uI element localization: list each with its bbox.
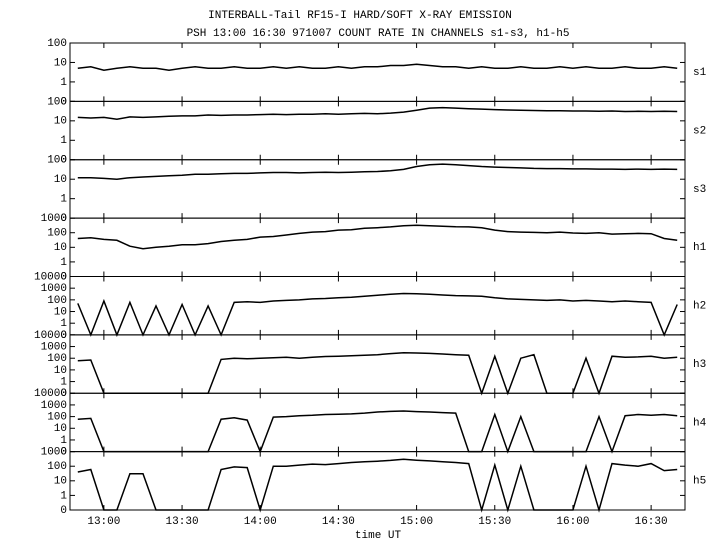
y-tick-label: 10000 [34, 271, 67, 283]
series-label: h1 [693, 242, 707, 254]
y-tick-label: 1 [60, 490, 67, 502]
x-tick-label: 14:00 [244, 516, 277, 528]
y-tick-label: 0 [60, 213, 67, 225]
x-tick-label: 16:30 [635, 516, 668, 528]
series-line [77, 224, 678, 250]
x-tick-label: 16:00 [556, 516, 589, 528]
y-tick-label: 100 [47, 155, 67, 167]
y-tick-label: 0 [60, 96, 67, 108]
panel-frame [69, 100, 686, 161]
y-tick-label: 0 [60, 447, 67, 459]
panel-frame [69, 392, 686, 453]
y-tick-label: 100 [47, 96, 67, 108]
series-label: h4 [693, 417, 707, 429]
panel-frame [69, 42, 686, 102]
x-tick-label: 15:00 [400, 516, 433, 528]
chart-title: INTERBALL-Tail RF15-I HARD/SOFT X-RAY EM… [208, 10, 512, 22]
y-tick-label: 1 [60, 194, 67, 206]
y-tick-label: 10 [54, 174, 67, 186]
y-tick-label: 100 [47, 412, 67, 424]
y-tick-label: 1 [60, 435, 67, 447]
series-line [77, 163, 678, 180]
series-line [77, 292, 678, 337]
x-tick-label: 14:30 [322, 516, 355, 528]
x-axis-label: time UT [355, 530, 402, 542]
series-label: s1 [693, 67, 707, 79]
series-label: s3 [693, 184, 706, 196]
y-tick-label: 10 [54, 57, 67, 69]
y-tick-label: 1 [60, 257, 67, 269]
y-tick-label: 0 [60, 505, 67, 517]
y-tick-label: 100 [47, 461, 67, 473]
y-tick-label: 0 [60, 330, 67, 342]
y-tick-label: 10 [54, 423, 67, 435]
y-tick-label: 1000 [41, 341, 67, 353]
series-label: h5 [693, 476, 706, 488]
chart-subtitle: PSH 13:00 16:30 971007 COUNT RATE IN CHA… [187, 28, 570, 40]
series-line [77, 106, 678, 121]
x-tick-label: 13:30 [166, 516, 199, 528]
y-tick-label: 10 [54, 306, 67, 318]
panel-frame [69, 276, 686, 336]
y-tick-label: 1000 [41, 213, 67, 225]
series-label: h2 [693, 301, 706, 313]
y-tick-label: 0 [60, 271, 67, 283]
y-tick-label: 10 [54, 242, 67, 254]
panel-frame [69, 451, 686, 511]
series-label: s2 [693, 125, 706, 137]
x-tick-label: 15:30 [478, 516, 511, 528]
series-line [77, 458, 678, 513]
series-line [77, 410, 678, 454]
y-tick-label: 1 [60, 135, 67, 147]
y-tick-label: 1000 [41, 447, 67, 459]
y-tick-label: 1 [60, 376, 67, 388]
y-tick-label: 100 [47, 38, 67, 50]
y-tick-label: 100 [47, 353, 67, 365]
y-tick-label: 1 [60, 318, 67, 330]
y-tick-label: 1 [60, 77, 67, 89]
y-tick-label: 10000 [34, 388, 67, 400]
y-tick-label: 0 [60, 388, 67, 400]
y-tick-label: 1000 [41, 283, 67, 295]
y-tick-label: 10000 [34, 330, 67, 342]
y-tick-label: 100 [47, 228, 67, 240]
y-tick-label: 10 [54, 365, 67, 377]
y-tick-label: 0 [60, 155, 67, 167]
y-tick-label: 100 [47, 295, 67, 307]
series-label: h3 [693, 359, 706, 371]
y-tick-label: 10 [54, 116, 67, 128]
panel-frame [69, 334, 686, 394]
series-line [77, 63, 678, 71]
x-tick-label: 13:00 [87, 516, 120, 528]
y-tick-label: 1000 [41, 400, 67, 412]
series-line [77, 351, 678, 396]
y-tick-label: 10 [54, 476, 67, 488]
